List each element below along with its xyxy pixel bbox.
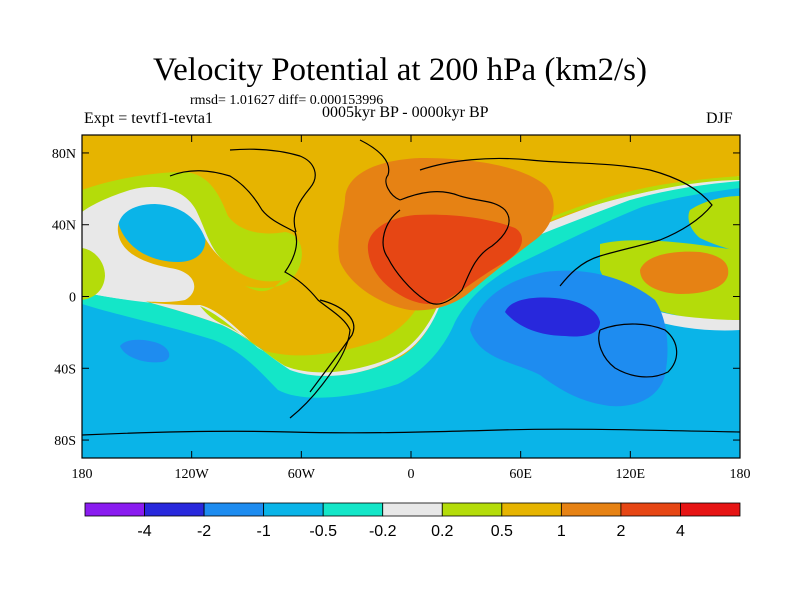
stats-line: rmsd= 1.01627 diff= 0.000153996 xyxy=(190,93,384,108)
colorbar-label: -1 xyxy=(257,523,271,540)
experiment-label: Expt = tevtf1-tevta1 xyxy=(84,110,213,127)
contour-level-0.2-0.5 xyxy=(82,172,302,292)
greenland-coast xyxy=(359,139,401,201)
contour-level-neg0.2-0.2 xyxy=(605,290,740,331)
contour-level-1-2 xyxy=(640,251,729,294)
colorbar-label: -0.5 xyxy=(309,523,337,540)
contour-level-0.2-0.5 xyxy=(82,248,105,300)
colorbar-swatch xyxy=(382,502,443,517)
colorbar-label: 4 xyxy=(676,523,685,540)
colorbar-label: 2 xyxy=(616,523,625,540)
contour-level-neg0.5-neg0.2 xyxy=(82,180,740,398)
colorbar-label: 0.2 xyxy=(431,523,453,540)
colorbar-swatch xyxy=(203,502,265,517)
period-label: 0005kyr BP - 0000kyr BP xyxy=(322,104,489,121)
africa-coast xyxy=(382,191,510,305)
contour-level-0.2-0.5 xyxy=(688,196,740,252)
colorbar-swatch xyxy=(84,502,145,517)
contour-level-neg1-neg0.5 xyxy=(118,198,206,262)
contour-level-neg2-neg1 xyxy=(120,339,170,363)
colorbar-label: 0.5 xyxy=(491,523,513,540)
lat-tick-label: 40N xyxy=(52,219,76,234)
map-field xyxy=(82,135,740,458)
colorbar-swatch xyxy=(441,502,503,517)
lat-tick-label: 80S xyxy=(54,434,76,449)
colorbar-label: 1 xyxy=(557,523,566,540)
eurasia-coast xyxy=(419,157,713,287)
lat-tick-label: 40S xyxy=(54,362,76,377)
coastlines xyxy=(82,139,740,436)
lon-tick-label: 180 xyxy=(72,467,93,482)
colorbar-swatch xyxy=(322,502,384,517)
lat-tick-label: 0 xyxy=(69,291,76,306)
plot-title: Velocity Potential at 200 hPa (km2/s) xyxy=(152,52,648,88)
axis-ticks: 180 120W 60W 0 60E 120E 180 80N 40N 0 40S 80S xyxy=(52,135,751,482)
colorbar-swatch xyxy=(560,502,622,517)
lon-tick-label: 120E xyxy=(616,467,646,482)
colorbar-swatch xyxy=(620,502,681,517)
colorbar-label: -0.2 xyxy=(369,523,397,540)
lon-tick-label: 60E xyxy=(509,467,532,482)
lon-tick-label: 180 xyxy=(730,467,751,482)
contour-level-0.2-0.5 xyxy=(200,292,440,373)
contour-level-neg4-neg2 xyxy=(505,297,600,337)
americas-coast-east xyxy=(229,148,355,393)
colorbar-swatch xyxy=(144,502,205,517)
australia-coast xyxy=(598,323,678,378)
americas-coast-west xyxy=(169,170,351,419)
lon-tick-label: 120W xyxy=(175,467,210,482)
colorbar-swatch xyxy=(263,502,324,517)
colorbar-swatch xyxy=(501,502,562,517)
colorbar-label: -4 xyxy=(137,523,151,540)
lat-tick-label: 80N xyxy=(52,147,76,162)
colorbar: -4 -2 -1 -0.5 -0.2 0.2 0.5 1 2 4 xyxy=(84,502,741,540)
lon-tick-label: 60W xyxy=(288,467,316,482)
antarctica-coast xyxy=(82,428,740,436)
colorbar-swatch xyxy=(680,502,741,517)
colorbar-label: -2 xyxy=(197,523,211,540)
season-label: DJF xyxy=(706,110,733,127)
contour-level-2-4 xyxy=(367,214,523,305)
lon-tick-label: 0 xyxy=(408,467,415,482)
